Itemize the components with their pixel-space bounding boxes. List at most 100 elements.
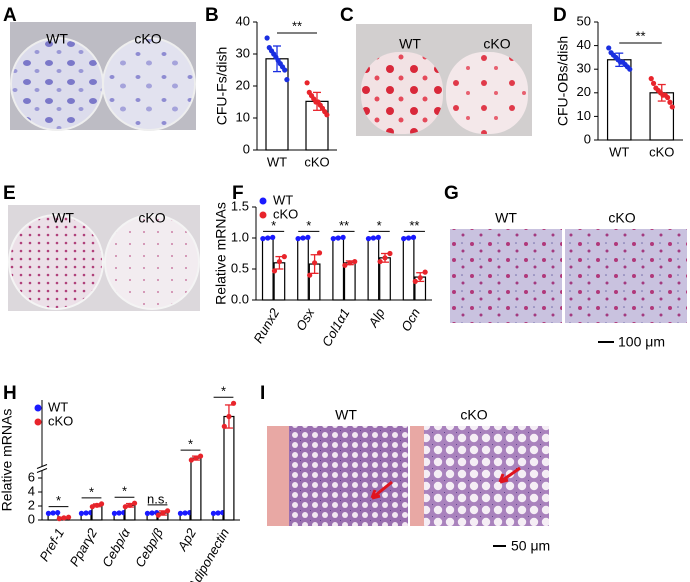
data-point — [149, 510, 155, 516]
data-point — [316, 250, 323, 256]
y-tick-label: 4 — [28, 483, 35, 498]
data-point — [188, 457, 194, 463]
data-point — [215, 510, 221, 516]
y-tick-label: 0.5 — [231, 260, 249, 275]
data-point — [56, 516, 62, 522]
data-point — [260, 236, 266, 242]
data-point — [221, 423, 227, 429]
data-point — [387, 250, 393, 257]
panel-label: E — [3, 183, 16, 204]
data-point — [230, 400, 237, 406]
dish — [104, 214, 200, 310]
data-point — [377, 258, 383, 265]
significance-label: * — [221, 384, 226, 399]
x-tick-label: Pref-1 — [36, 526, 67, 564]
data-point — [83, 510, 89, 516]
panel-label: C — [340, 5, 354, 26]
y-tick-label: 0 — [28, 511, 35, 526]
significance-label: n.s. — [147, 491, 168, 506]
panel-label: A — [3, 5, 17, 26]
data-point — [160, 510, 166, 516]
dish — [8, 214, 104, 310]
significance-label: * — [306, 218, 311, 233]
y-tick-label: 40 — [236, 13, 250, 28]
significance-label: ** — [292, 18, 302, 33]
x-tick-label: Runx2 — [250, 305, 282, 346]
y-axis-label: Relative mRNAs — [213, 202, 229, 305]
axis-break — [36, 468, 48, 473]
data-point — [116, 510, 122, 516]
data-point — [382, 255, 388, 261]
y-axis-label: CFU-OBs/dish — [555, 36, 571, 126]
data-point — [669, 104, 675, 110]
dish — [10, 37, 104, 131]
data-point — [122, 504, 128, 510]
x-tick-label: Ocn — [398, 306, 423, 334]
data-point — [410, 234, 417, 240]
significance-label: * — [188, 437, 193, 452]
data-point — [98, 501, 105, 507]
data-point — [347, 260, 353, 266]
panel-label: D — [553, 5, 567, 26]
bar — [297, 237, 309, 301]
data-point — [401, 236, 407, 242]
y-tick-label: 30 — [577, 61, 591, 76]
data-point — [667, 99, 673, 105]
y-tick-label: 20 — [236, 77, 250, 92]
data-point — [412, 278, 418, 284]
data-point — [89, 504, 95, 510]
arrow — [498, 466, 521, 484]
data-point — [282, 67, 288, 73]
legend-marker — [34, 404, 42, 412]
bar — [332, 237, 345, 301]
x-tick-label: Pparγ2 — [66, 525, 100, 569]
y-tick-label: 30 — [236, 45, 250, 60]
data-point — [55, 510, 61, 516]
data-point — [284, 77, 290, 83]
group-label: cKO — [460, 407, 487, 423]
significance-label: ** — [409, 218, 419, 233]
data-point — [210, 510, 217, 516]
y-axis-label: Relative mRNAs — [0, 409, 15, 512]
significance-label: ** — [635, 28, 645, 43]
data-point — [417, 275, 423, 281]
y-tick-label: 20 — [577, 84, 591, 99]
data-point — [352, 258, 358, 265]
legend-label: WT — [273, 192, 293, 207]
histology-image — [267, 426, 408, 526]
bar — [190, 457, 202, 521]
x-tick-label: WT — [267, 154, 287, 169]
bar — [402, 237, 415, 301]
dish — [102, 37, 196, 131]
x-tick-label: WT — [609, 144, 629, 159]
histology-image — [450, 229, 562, 323]
data-point — [177, 510, 184, 516]
data-point — [304, 80, 310, 86]
y-tick-label: 6 — [28, 469, 35, 484]
axis-break — [36, 464, 48, 469]
data-point — [164, 508, 171, 514]
panel-label: I — [260, 383, 265, 404]
data-point — [324, 112, 330, 118]
legend-label: WT — [48, 399, 68, 414]
x-tick-label: cKO — [304, 154, 329, 169]
data-point — [270, 234, 276, 240]
data-point — [335, 235, 341, 241]
data-point — [155, 512, 161, 518]
data-point — [281, 254, 287, 260]
data-point — [65, 514, 72, 520]
y-tick-label: 40 — [577, 37, 591, 52]
x-tick-label: Cebp/β — [132, 525, 166, 569]
x-tick-label: Cebp/α — [99, 525, 133, 569]
group-label: cKO — [483, 36, 510, 52]
data-point — [264, 35, 270, 41]
data-point — [627, 66, 633, 72]
bar — [379, 257, 391, 301]
y-tick-label: 1.5 — [231, 198, 249, 213]
significance-label: * — [271, 218, 276, 233]
data-point — [340, 234, 346, 240]
data-point — [45, 510, 52, 516]
data-point — [342, 262, 348, 268]
data-point — [664, 94, 671, 101]
data-point — [94, 502, 100, 508]
